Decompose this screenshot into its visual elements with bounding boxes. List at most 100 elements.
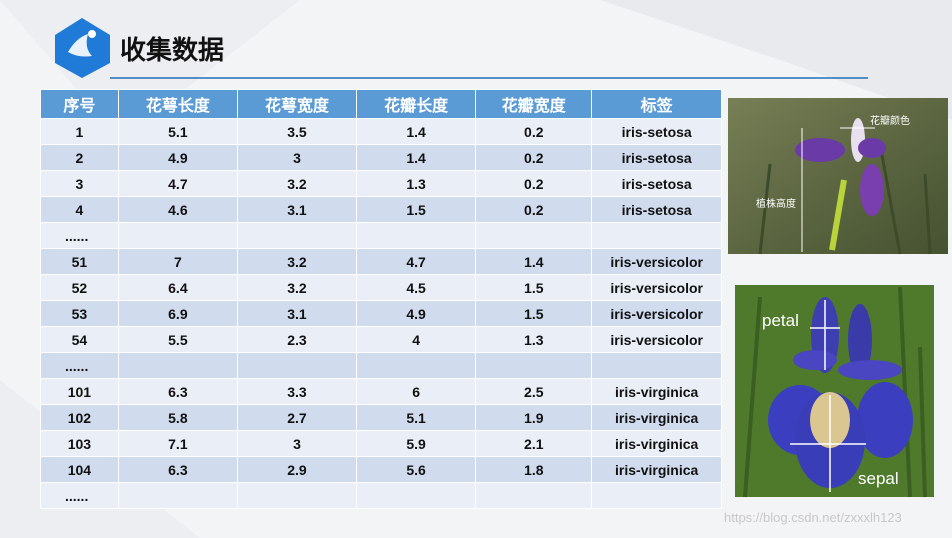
table-cell: 4 [40,196,119,223]
photo-iris-2: petal sepal [735,285,934,498]
table-cell: 1.3 [356,170,477,197]
table-cell: 1.8 [475,456,593,483]
table-cell: 5.9 [356,430,477,457]
table-row: ...... [40,222,722,249]
table-cell: 6 [356,378,477,405]
table-cell: 1 [40,118,119,145]
column-header: 花萼宽度 [236,89,358,119]
table-cell: 2.1 [475,430,593,457]
table-cell: 54 [40,326,119,353]
table-cell: iris-versicolor [591,326,722,353]
table-cell [475,222,593,249]
table-cell: 0.2 [475,118,593,145]
table-cell: 1.5 [475,274,593,301]
table-row: 102 5.8 2.7 5.1 1.9 iris-virginica [40,404,722,431]
table-cell: ...... [40,222,119,249]
table-cell: 51 [40,248,119,275]
table-cell: 5.6 [356,456,477,483]
table-cell: 6.3 [117,456,238,483]
table-cell: 4.7 [356,248,477,275]
column-header: 花瓣宽度 [475,89,593,119]
table-cell [356,222,477,249]
table-row: 101 6.3 3.3 6 2.5 iris-virginica [40,378,722,405]
table-cell: 4.6 [117,196,238,223]
table-cell: 5.1 [117,118,238,145]
table-cell: 3.2 [236,170,358,197]
table-cell: 3 [236,430,358,457]
table-cell: 2.9 [236,456,358,483]
table-cell [236,482,358,509]
table-cell: ...... [40,352,119,379]
table-cell: iris-setosa [591,196,722,223]
table-cell: 52 [40,274,119,301]
table-cell: 3 [236,144,358,171]
table-cell: 4.9 [356,300,477,327]
table-cell: 6.9 [117,300,238,327]
table-row: 2 4.9 3 1.4 0.2 iris-setosa [40,144,722,171]
table-cell: 5.1 [356,404,477,431]
table-cell [591,222,722,249]
photo-label: sepal [858,469,899,488]
table-cell [475,352,593,379]
table-cell: iris-virginica [591,378,722,405]
table-row: 51 7 3.2 4.7 1.4 iris-versicolor [40,248,722,275]
table-cell: 1.3 [475,326,593,353]
table-row: 103 7.1 3 5.9 2.1 iris-virginica [40,430,722,457]
column-header: 标签 [591,89,722,119]
table-cell [117,222,238,249]
table-cell: iris-virginica [591,404,722,431]
table-cell [356,352,477,379]
table-cell: 1.9 [475,404,593,431]
table-row: 53 6.9 3.1 4.9 1.5 iris-versicolor [40,300,722,327]
table-cell: 2.5 [475,378,593,405]
table-cell: 104 [40,456,119,483]
photo-iris-1: 花瓣颜色 植株高度 [728,98,948,255]
table-row: ...... [40,352,722,379]
table-cell [356,482,477,509]
table-cell [475,482,593,509]
table-cell: iris-virginica [591,430,722,457]
table-cell [236,352,358,379]
table-cell: 6.3 [117,378,238,405]
table-cell: 3.5 [236,118,358,145]
table-row: 3 4.7 3.2 1.3 0.2 iris-setosa [40,170,722,197]
table-cell: 2 [40,144,119,171]
slide-title: 收集数据 [120,36,225,66]
table-cell: iris-versicolor [591,248,722,275]
column-header: 序号 [40,89,119,119]
table-cell: 103 [40,430,119,457]
watermark: https://blog.csdn.net/zxxxlh123 [724,510,902,525]
table-cell: 53 [40,300,119,327]
table-cell [591,352,722,379]
table-cell: 3 [40,170,119,197]
table-cell [236,222,358,249]
table-cell [117,352,238,379]
data-table: 序号 花萼长度 花萼宽度 花瓣长度 花瓣宽度 标签 1 5.1 3.5 1.4 0.2 iris-s… [40,89,722,509]
table-row: 52 6.4 3.2 4.5 1.5 iris-versicolor [40,274,722,301]
table-cell: 2.7 [236,404,358,431]
table-cell: 4.5 [356,274,477,301]
table-cell: 7 [117,248,238,275]
table-cell: 1.5 [475,300,593,327]
table-cell: 3.1 [236,300,358,327]
table-cell: 3.1 [236,196,358,223]
table-cell: iris-setosa [591,144,722,171]
table-cell: 0.2 [475,170,593,197]
table-cell: iris-versicolor [591,300,722,327]
photo-label: petal [762,311,799,330]
table-cell: 1.4 [356,118,477,145]
table-cell: ...... [40,482,119,509]
table-cell: iris-versicolor [591,274,722,301]
table-row: 54 5.5 2.3 4 1.3 iris-versicolor [40,326,722,353]
table-cell: 102 [40,404,119,431]
photo-label: 花瓣颜色 [870,114,910,127]
table-cell: 3.2 [236,248,358,275]
table-cell: 3.2 [236,274,358,301]
photo-label: 植株高度 [756,197,796,210]
table-cell: 2.3 [236,326,358,353]
table-row: 4 4.6 3.1 1.5 0.2 iris-setosa [40,196,722,223]
table-cell: 101 [40,378,119,405]
table-cell: 1.4 [475,248,593,275]
table-row: 1 5.1 3.5 1.4 0.2 iris-setosa [40,118,722,145]
